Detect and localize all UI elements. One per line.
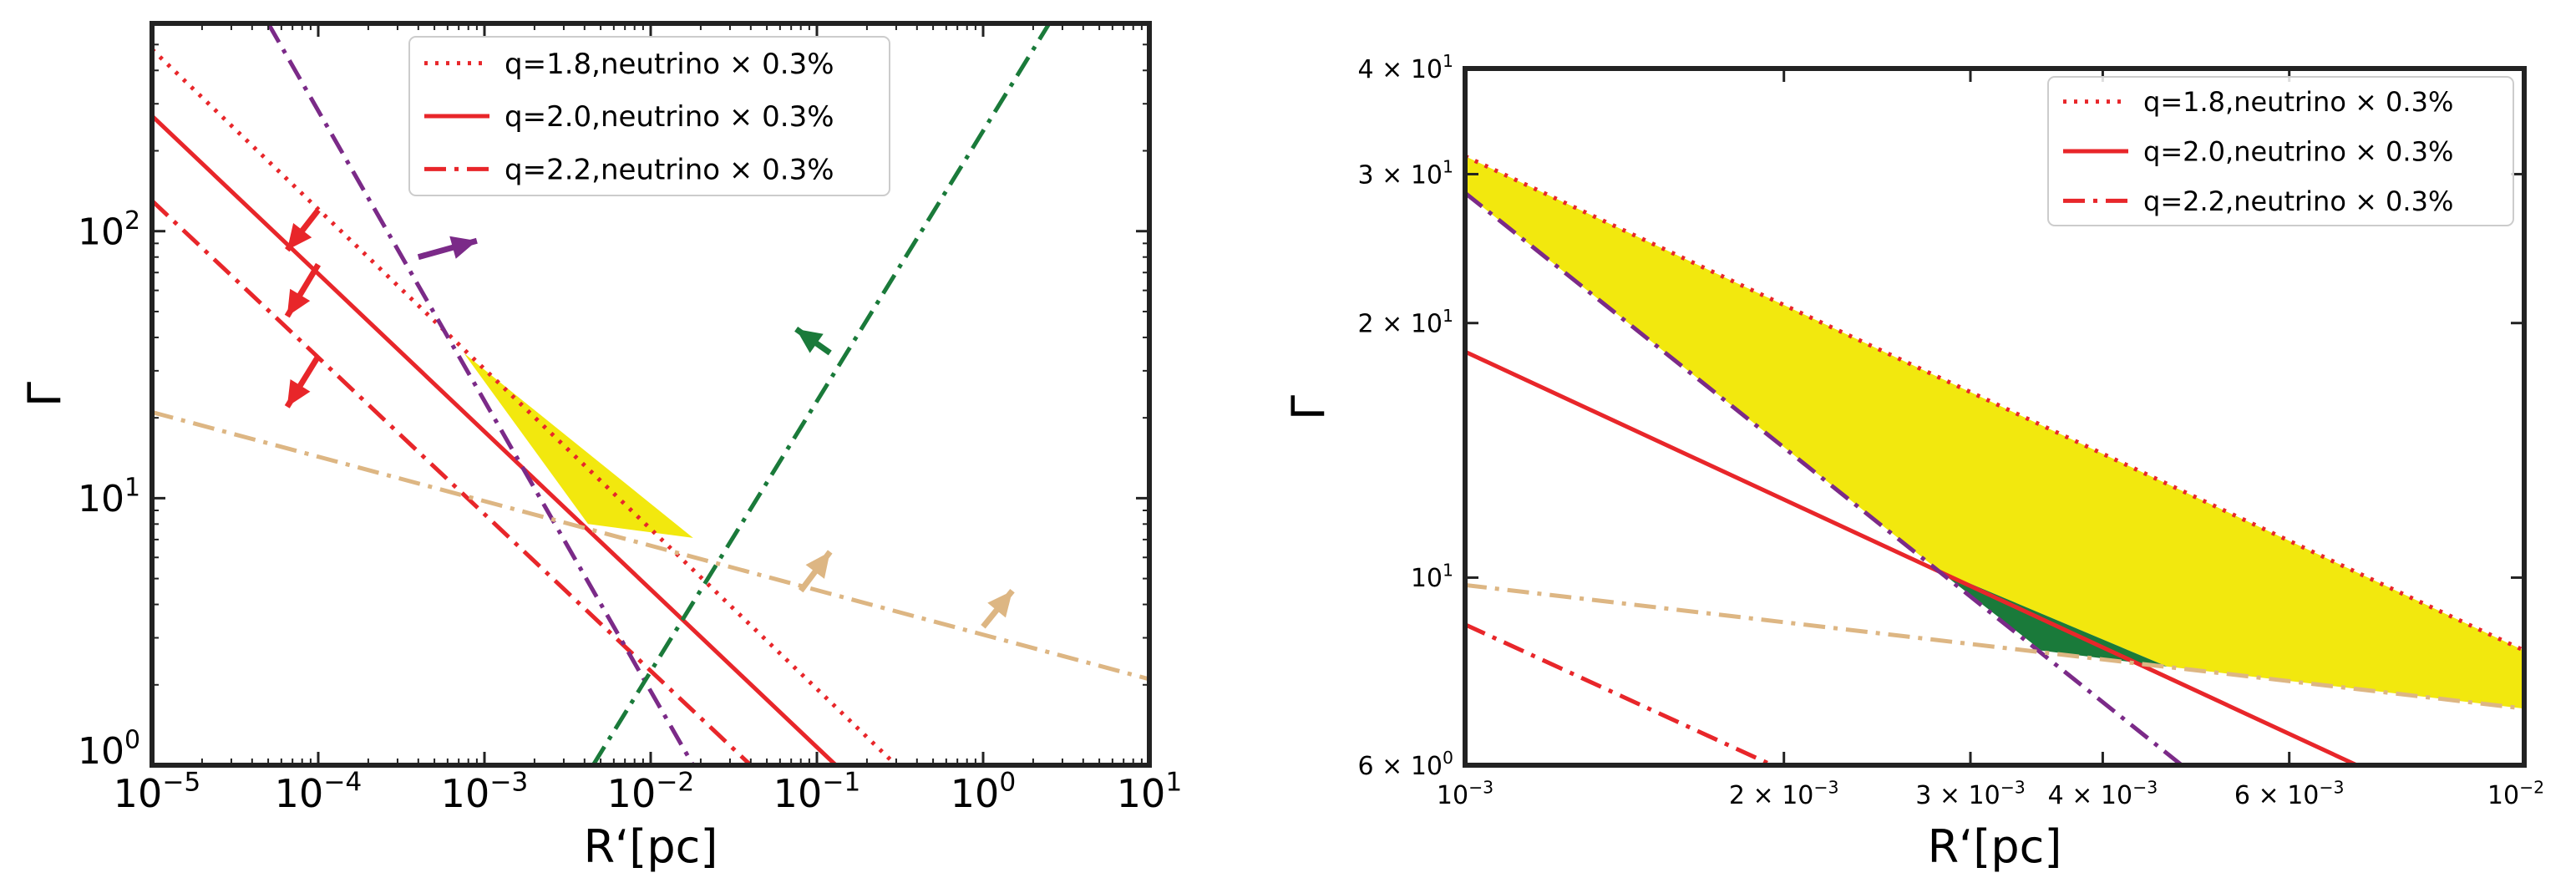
right-y-tick-label: 4 × 101 xyxy=(1358,51,1453,84)
left-series-line-1 xyxy=(152,114,838,765)
right-legend-label: q=2.0,neutrino × 0.3% xyxy=(2143,136,2453,168)
left-x-tick-label: 10−3 xyxy=(441,768,529,816)
left-arrow-head-5 xyxy=(805,551,830,579)
left-arrow-head-4 xyxy=(796,328,824,353)
right-x-tick-label: 10−3 xyxy=(1437,777,1493,810)
right-x-tick-label: 6 × 10−3 xyxy=(2234,777,2345,810)
left-legend-label: q=2.2,neutrino × 0.3% xyxy=(505,154,834,187)
right-y-tick-label: 2 × 101 xyxy=(1358,306,1453,339)
right-x-tick-label: 3 × 10−3 xyxy=(1915,777,2026,810)
right-legend: q=1.8,neutrino × 0.3% q=2.0,neutrino × 0.… xyxy=(2047,76,2514,226)
left-legend-label: q=2.0,neutrino × 0.3% xyxy=(505,100,834,134)
right-x-tick-label: 10−2 xyxy=(2487,777,2544,810)
left-arrow-head-1 xyxy=(287,288,311,317)
left-arrow-head-3 xyxy=(449,236,477,259)
right-legend-box xyxy=(2047,76,2514,226)
left-y-tick-label: 101 xyxy=(78,474,140,520)
left-x-tick-label: 100 xyxy=(951,768,1016,816)
right-chart: 10−3 2 × 10−3 3 × 10−3 4 × 10−3 6 × 10−3 10−2… xyxy=(1282,51,2544,873)
left-arrow-4 xyxy=(794,327,832,356)
left-x-axis-label: R‘[pc] xyxy=(584,820,718,873)
right-series-line-3 xyxy=(1465,191,2183,765)
right-plot-frame xyxy=(1463,66,2527,768)
left-chart: 10−5 10−4 10−3 10−2 10−1 100 101 100 101 102 q=1.… xyxy=(18,21,1182,873)
left-y-tick-label: 102 xyxy=(78,206,140,253)
right-ticks: 10−3 2 × 10−3 3 × 10−3 4 × 10−3 6 × 10−3 10−2… xyxy=(1358,51,2545,810)
left-series-layer xyxy=(152,23,1149,765)
right-shaded-layer xyxy=(1465,156,2524,709)
left-shaded-region-0 xyxy=(464,353,693,538)
left-arrow-6 xyxy=(981,588,1015,629)
right-y-tick-label: 6 × 100 xyxy=(1358,748,1453,781)
right-plot-area xyxy=(1465,154,2524,765)
right-series-line-2 xyxy=(1465,622,1773,765)
left-legend-label: q=1.8,neutrino × 0.3% xyxy=(505,48,834,81)
left-arrow-0 xyxy=(285,208,321,252)
right-series-layer xyxy=(1465,154,2524,765)
left-series-line-5 xyxy=(152,409,1149,682)
left-legend: q=1.8,neutrino × 0.3% q=2.0,neutrino × 0.… xyxy=(408,36,890,196)
left-x-tick-label: 10−2 xyxy=(607,768,695,816)
right-x-axis-label: R‘[pc] xyxy=(1928,820,2062,873)
left-plot-frame xyxy=(150,21,1152,768)
left-arrow-2 xyxy=(284,354,321,408)
left-arrow-head-0 xyxy=(287,223,312,251)
left-x-tick-label: 10−5 xyxy=(114,768,201,816)
right-shaded-region-1 xyxy=(1939,570,2168,667)
left-plot-area xyxy=(152,23,1149,765)
left-arrow-layer xyxy=(284,208,1015,629)
left-series-line-4 xyxy=(591,23,1052,765)
right-series-line-4 xyxy=(1465,582,2524,711)
right-x-tick-label: 4 × 10−3 xyxy=(2048,777,2158,810)
left-series-line-3 xyxy=(266,23,695,765)
right-legend-label: q=2.2,neutrino × 0.3% xyxy=(2143,185,2453,217)
right-legend-label: q=1.8,neutrino × 0.3% xyxy=(2143,86,2453,118)
right-series-line-1 xyxy=(1465,349,2358,765)
left-arrow-5 xyxy=(798,550,833,593)
left-shaded-layer xyxy=(464,353,693,538)
right-y-tick-label: 101 xyxy=(1411,561,1453,594)
left-series-line-0 xyxy=(152,48,898,765)
right-shaded-region-0 xyxy=(1465,156,2524,709)
left-x-tick-label: 10−1 xyxy=(773,768,861,816)
left-legend-box xyxy=(408,36,890,196)
left-y-tick-label: 100 xyxy=(78,726,140,773)
left-series-line-2 xyxy=(152,199,753,765)
left-arrow-3 xyxy=(417,236,478,261)
left-arrow-head-6 xyxy=(987,591,1013,618)
left-arrow-1 xyxy=(284,262,321,318)
left-y-axis-label: Γ xyxy=(18,382,71,407)
left-arrow-head-2 xyxy=(287,379,311,407)
right-y-tick-label: 3 × 101 xyxy=(1358,157,1453,190)
right-x-tick-label: 2 × 10−3 xyxy=(1729,777,1839,810)
left-x-tick-label: 10−4 xyxy=(275,768,363,816)
right-y-axis-label: Γ xyxy=(1282,395,1335,420)
left-x-tick-label: 101 xyxy=(1117,768,1182,816)
